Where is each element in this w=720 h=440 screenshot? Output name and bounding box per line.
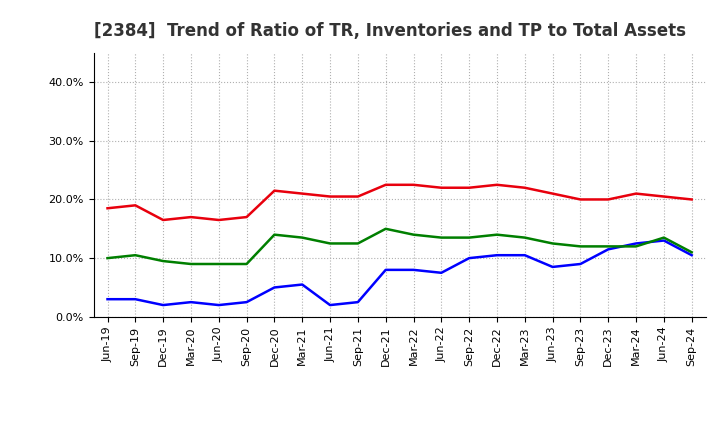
Trade Payables bbox=[270, 232, 279, 237]
Trade Payables bbox=[215, 261, 223, 267]
Trade Receivables bbox=[631, 191, 640, 196]
Inventories bbox=[186, 300, 195, 305]
Trade Receivables bbox=[492, 182, 501, 187]
Trade Receivables bbox=[688, 197, 696, 202]
Inventories bbox=[631, 241, 640, 246]
Trade Receivables bbox=[298, 191, 307, 196]
Inventories bbox=[270, 285, 279, 290]
Line: Inventories: Inventories bbox=[107, 241, 692, 305]
Trade Receivables bbox=[103, 205, 112, 211]
Inventories bbox=[660, 238, 668, 243]
Trade Receivables bbox=[465, 185, 474, 191]
Inventories bbox=[325, 302, 334, 308]
Trade Receivables bbox=[325, 194, 334, 199]
Trade Receivables bbox=[660, 194, 668, 199]
Trade Payables bbox=[549, 241, 557, 246]
Trade Payables bbox=[186, 261, 195, 267]
Trade Receivables bbox=[159, 217, 168, 223]
Trade Payables bbox=[604, 244, 613, 249]
Trade Payables bbox=[660, 235, 668, 240]
Inventories bbox=[688, 253, 696, 258]
Trade Receivables bbox=[521, 185, 529, 191]
Inventories bbox=[465, 256, 474, 261]
Trade Receivables bbox=[131, 203, 140, 208]
Trade Payables bbox=[159, 258, 168, 264]
Trade Receivables bbox=[549, 191, 557, 196]
Trade Payables bbox=[409, 232, 418, 237]
Trade Payables bbox=[382, 226, 390, 231]
Inventories bbox=[492, 253, 501, 258]
Inventories bbox=[215, 302, 223, 308]
Trade Receivables bbox=[354, 194, 362, 199]
Inventories bbox=[604, 247, 613, 252]
Trade Receivables bbox=[215, 217, 223, 223]
Trade Payables bbox=[354, 241, 362, 246]
Inventories bbox=[382, 267, 390, 272]
Inventories bbox=[103, 297, 112, 302]
Trade Payables bbox=[688, 249, 696, 255]
Trade Payables bbox=[131, 253, 140, 258]
Inventories bbox=[354, 300, 362, 305]
Trade Payables bbox=[521, 235, 529, 240]
Trade Payables bbox=[103, 256, 112, 261]
Trade Payables bbox=[576, 244, 585, 249]
Trade Receivables bbox=[576, 197, 585, 202]
Line: Trade Receivables: Trade Receivables bbox=[107, 185, 692, 220]
Trade Payables bbox=[242, 261, 251, 267]
Trade Receivables bbox=[437, 185, 446, 191]
Trade Payables bbox=[437, 235, 446, 240]
Line: Trade Payables: Trade Payables bbox=[107, 229, 692, 264]
Inventories bbox=[298, 282, 307, 287]
Inventories bbox=[409, 267, 418, 272]
Inventories bbox=[131, 297, 140, 302]
Trade Payables bbox=[325, 241, 334, 246]
Trade Payables bbox=[465, 235, 474, 240]
Trade Receivables bbox=[270, 188, 279, 193]
Trade Receivables bbox=[382, 182, 390, 187]
Trade Receivables bbox=[186, 214, 195, 220]
Trade Payables bbox=[298, 235, 307, 240]
Trade Receivables bbox=[604, 197, 613, 202]
Trade Receivables bbox=[242, 214, 251, 220]
Inventories bbox=[437, 270, 446, 275]
Inventories bbox=[159, 302, 168, 308]
Inventories bbox=[242, 300, 251, 305]
Text: [2384]  Trend of Ratio of TR, Inventories and TP to Total Assets: [2384] Trend of Ratio of TR, Inventories… bbox=[94, 22, 685, 40]
Inventories bbox=[521, 253, 529, 258]
Trade Payables bbox=[492, 232, 501, 237]
Inventories bbox=[549, 264, 557, 270]
Trade Payables bbox=[631, 244, 640, 249]
Inventories bbox=[576, 261, 585, 267]
Trade Receivables bbox=[409, 182, 418, 187]
